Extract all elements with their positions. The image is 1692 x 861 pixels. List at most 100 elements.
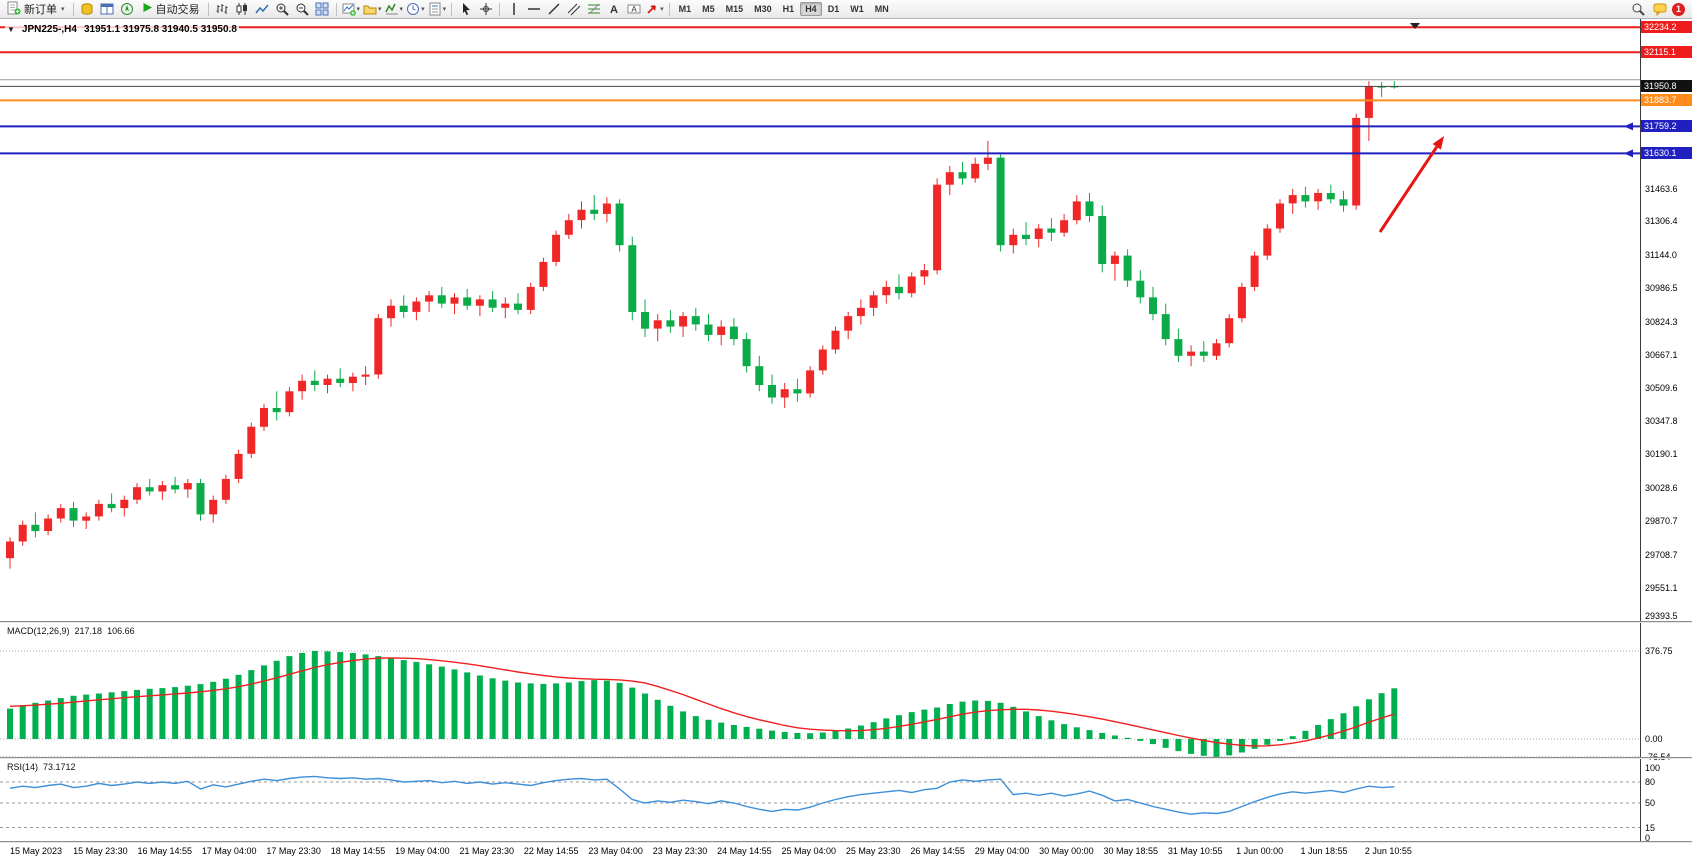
macd-histogram-bar — [756, 728, 763, 739]
macd-name: MACD(12,26,9) — [7, 626, 70, 636]
time-tick-label: 22 May 14:55 — [523, 846, 579, 856]
timeframe-m5[interactable]: M5 — [702, 4, 715, 14]
vertical-line-icon[interactable] — [504, 1, 523, 18]
search-icon[interactable] — [1628, 1, 1647, 18]
macd-histogram-bar — [591, 680, 598, 739]
candle-body — [1098, 216, 1107, 264]
data-window-icon[interactable] — [98, 1, 117, 18]
timeframe-h1[interactable]: H1 — [782, 4, 795, 14]
timeframe-d1[interactable]: D1 — [827, 4, 840, 14]
macd-histogram-bar — [121, 691, 128, 739]
market-watch-icon[interactable] — [78, 1, 97, 18]
macd-histogram-bar — [388, 658, 394, 739]
candle-body — [82, 516, 91, 521]
macd-value: 217.18 — [74, 626, 103, 636]
macd-histogram-bar — [57, 698, 64, 739]
price-axis[interactable]: 31463.6 31306.4 31144.0 30986.5 30824.3 30667… — [1640, 19, 1692, 843]
price-line-marker-icon — [1624, 122, 1633, 131]
candle-body — [501, 303, 510, 308]
timeframe-mn[interactable]: MN — [874, 4, 889, 14]
current-price-tag: 31950.8 — [1641, 80, 1692, 93]
candle-body — [1288, 195, 1297, 204]
new-chart-icon[interactable]: ▾ — [341, 1, 362, 18]
macd-histogram-bar — [1188, 739, 1195, 754]
crosshair-icon[interactable] — [476, 1, 495, 18]
notification-badge[interactable]: 1 — [1672, 2, 1685, 16]
candle-body — [755, 366, 764, 385]
horizontal-line-icon[interactable] — [524, 1, 543, 18]
timeframe-w1[interactable]: W1 — [850, 4, 864, 14]
bar-chart-icon[interactable] — [213, 1, 232, 18]
indicators-icon[interactable]: ▾ — [384, 1, 405, 18]
candle-body — [1149, 297, 1157, 315]
profiles-icon[interactable]: ▾ — [362, 1, 383, 18]
candle-body — [1110, 255, 1119, 264]
chat-icon[interactable] — [1650, 1, 1669, 18]
candle-body — [221, 478, 230, 500]
channel-icon[interactable] — [564, 1, 583, 18]
timeframe-m30[interactable]: M30 — [754, 4, 772, 14]
candle-body — [107, 503, 116, 509]
timeframe-m1[interactable]: M1 — [678, 4, 692, 14]
candle-body — [729, 326, 738, 340]
candle-body — [958, 172, 967, 179]
main-price-chart[interactable] — [0, 19, 1640, 621]
candle-body — [641, 312, 649, 329]
periods-icon[interactable]: ▾ — [405, 1, 426, 18]
rsi-scale-label: 50 — [1645, 798, 1656, 808]
autotrade-button[interactable]: 自动交易 — [138, 1, 204, 18]
macd-histogram-bar — [146, 688, 153, 739]
candle-body — [1339, 199, 1348, 206]
macd-histogram-bar — [1264, 739, 1271, 745]
macd-histogram-bar — [730, 725, 737, 739]
candle-body — [1377, 86, 1386, 88]
zoom-in-icon[interactable] — [273, 1, 292, 18]
macd-scale-label: -76.54 — [1645, 752, 1671, 762]
time-axis[interactable]: 15 May 2023 15 May 23:30 16 May 14:55 17 Ma… — [0, 843, 1692, 861]
templates-icon[interactable]: ▾ — [427, 1, 448, 18]
macd-histogram-bar — [781, 732, 788, 739]
new-order-button[interactable]: 新订单 ▾ — [3, 1, 69, 18]
label-icon[interactable]: A — [624, 1, 643, 18]
time-tick-label: 18 May 14:55 — [330, 846, 386, 856]
svg-text:A: A — [610, 4, 618, 16]
rsi-indicator-panel[interactable] — [0, 759, 1640, 839]
candle-body — [1161, 314, 1170, 340]
candle-body — [818, 349, 827, 371]
macd-histogram-bar — [299, 653, 306, 739]
fibonacci-icon[interactable] — [584, 1, 603, 18]
line-chart-icon[interactable] — [253, 1, 272, 18]
panel-separator[interactable] — [0, 621, 1692, 623]
trendline-icon[interactable] — [544, 1, 563, 18]
navigator-icon[interactable] — [118, 1, 137, 18]
trend-arrow-annotation[interactable] — [1378, 145, 1439, 233]
cursor-icon[interactable] — [456, 1, 475, 18]
panel-separator[interactable] — [0, 757, 1692, 759]
macd-histogram-bar — [1289, 736, 1296, 739]
timeframe-m15[interactable]: M15 — [725, 4, 744, 14]
candlestick-icon[interactable] — [233, 1, 252, 18]
macd-histogram-bar — [807, 733, 814, 739]
time-tick-label: 23 May 23:30 — [652, 846, 708, 856]
candle-body — [856, 307, 865, 317]
macd-histogram-bar — [1226, 739, 1233, 756]
macd-histogram-bar — [718, 722, 725, 739]
rsi-scale-label: 100 — [1645, 763, 1661, 773]
one-click-trading-toggle-icon[interactable]: ▼ — [7, 25, 15, 34]
chart-shift-marker-icon[interactable] — [1410, 23, 1420, 29]
macd-histogram-bar — [222, 678, 229, 739]
macd-indicator-panel[interactable] — [0, 623, 1640, 757]
text-icon[interactable]: A — [604, 1, 623, 18]
candle-body — [399, 305, 408, 312]
timeframe-h4[interactable]: H4 — [800, 2, 822, 16]
tile-windows-icon[interactable] — [313, 1, 332, 18]
macd-histogram-bar — [70, 695, 77, 739]
zoom-out-icon[interactable] — [293, 1, 312, 18]
macd-histogram-bar — [197, 684, 204, 739]
macd-histogram-bar — [248, 670, 255, 739]
macd-histogram-bar — [438, 666, 445, 739]
macd-label: MACD(12,26,9) 217.18 106.66 — [5, 626, 137, 636]
rsi-name: RSI(14) — [7, 762, 39, 772]
arrows-icon[interactable]: ▾ — [644, 1, 665, 18]
candle-body — [666, 320, 675, 327]
